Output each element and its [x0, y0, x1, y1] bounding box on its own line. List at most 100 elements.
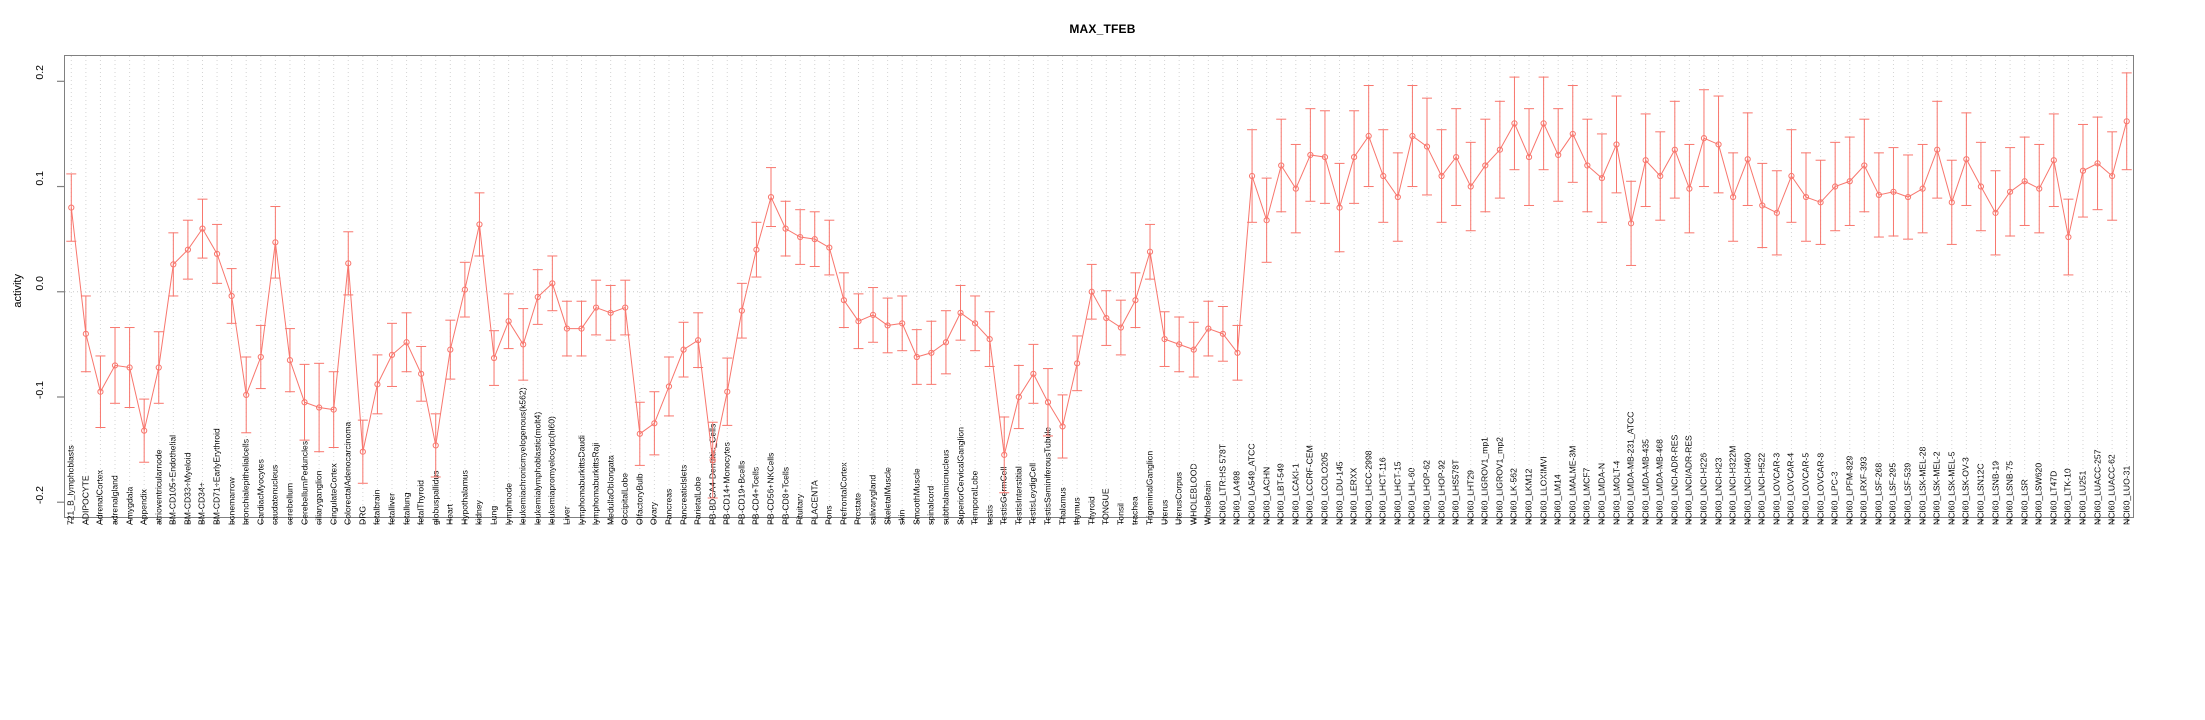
x-tick-mark: [85, 519, 87, 524]
x-tick-label: salivarygland: [867, 474, 878, 525]
x-tick-mark: [2097, 519, 2099, 524]
x-tick-mark: [625, 519, 627, 524]
x-tick-mark: [100, 519, 102, 524]
x-tick-label: BM-CD33+Myeloid: [182, 452, 193, 525]
x-tick-mark: [377, 519, 379, 524]
x-tick-mark: [1295, 519, 1297, 524]
x-tick-mark: [1631, 519, 1633, 524]
x-tick-label: NCI60_LSK-MEL-2: [1931, 451, 1942, 525]
x-tick-label: TestisLeydigCell: [1027, 462, 1038, 525]
x-tick-mark: [217, 519, 219, 524]
x-tick-mark: [1995, 519, 1997, 524]
x-tick-label: TONGUE: [1100, 488, 1111, 525]
x-tick-label: NCI60_LSNB-75: [2004, 460, 2015, 525]
x-tick-mark: [1077, 519, 1079, 524]
x-tick-label: NCI60_LNCI-H23: [1712, 457, 1723, 525]
x-tick-mark: [1062, 519, 1064, 524]
x-tick-label: TestisInterstitial: [1013, 466, 1024, 525]
x-tick-mark: [362, 519, 364, 524]
x-tick-label: ciliaryganglion: [313, 470, 324, 525]
x-tick-mark: [158, 519, 160, 524]
x-tick-label: NCI60_LNCI-ADR-RES: [1669, 434, 1680, 525]
x-tick-label: NCI60_LSF-539: [1902, 462, 1913, 525]
x-tick-label: Liver: [561, 506, 572, 525]
x-tick-label: NCI60_LNCI-H522: [1756, 452, 1767, 525]
x-tick-label: NCI60_LCOLO205: [1319, 452, 1330, 525]
x-tick-label: SmoothMuscle: [911, 468, 922, 525]
x-tick-mark: [1529, 519, 1531, 524]
x-tick-label: PB-CD56+NKCells: [765, 452, 776, 525]
x-tick-mark: [596, 519, 598, 524]
x-tick-label: NCI60_LHS578T: [1450, 459, 1461, 525]
x-tick-mark: [1543, 519, 1545, 524]
x-tick-mark: [916, 519, 918, 524]
x-tick-mark: [1456, 519, 1458, 524]
x-tick-label: NCI60_LSW620: [2033, 462, 2044, 525]
x-tick-label: NCI60_LDU-145: [1333, 461, 1344, 525]
x-tick-mark: [1660, 519, 1662, 524]
x-tick-mark: [1208, 519, 1210, 524]
x-tick-label: Tonsil: [1115, 503, 1126, 525]
x-tick-mark: [464, 519, 466, 524]
x-tick-mark: [1164, 519, 1166, 524]
x-tick-mark: [1426, 519, 1428, 524]
x-tick-label: NCI60_LIGROV1_mp1: [1479, 437, 1490, 525]
x-tick-mark: [260, 519, 262, 524]
x-tick-mark: [552, 519, 554, 524]
x-tick-label: leukemiachronicmyelogenous(k562): [517, 387, 528, 525]
x-tick-mark: [1791, 519, 1793, 524]
x-tick-label: CerebellumPeduncles: [298, 440, 309, 525]
x-tick-mark: [1281, 519, 1283, 524]
x-tick-label: Heart: [444, 503, 455, 525]
x-tick-mark: [858, 519, 860, 524]
x-tick-label: spinalcord: [925, 485, 936, 525]
x-tick-label: NCI60_LSN12C: [1975, 463, 1986, 525]
x-tick-label: NCI60_LSK-MEL-5: [1946, 451, 1957, 525]
x-tick-label: NCI60_LERXX: [1348, 467, 1359, 525]
x-tick-label: NCI60_LBT-549: [1275, 463, 1286, 525]
y-tick-label: -0.2: [34, 486, 46, 505]
x-tick-mark: [1266, 519, 1268, 524]
x-tick-mark: [2053, 519, 2055, 524]
x-tick-mark: [1383, 519, 1385, 524]
x-tick-label: ColorectalAdenocarcinoma: [342, 421, 353, 525]
x-tick-mark: [2126, 519, 2128, 524]
x-tick-mark: [246, 519, 248, 524]
x-tick-mark: [1354, 519, 1356, 524]
x-tick-label: fetalbrain: [371, 489, 382, 525]
x-tick-mark: [668, 519, 670, 524]
x-tick-label: NCI60_LSK-MEL-28: [1917, 446, 1928, 525]
x-tick-label: leukemiapromyelocytic(hl60): [546, 416, 557, 525]
x-tick-mark: [1601, 519, 1603, 524]
x-tick-mark: [771, 519, 772, 524]
x-tick-label: NCI60_LSR: [2019, 479, 2030, 525]
x-tick-label: NCI60_LHCC-2998: [1363, 450, 1374, 525]
x-tick-label: NCI60_LIGROV1_mp2: [1494, 437, 1505, 525]
x-tick-mark: [1339, 519, 1341, 524]
x-tick-mark: [741, 519, 743, 524]
x-tick-mark: [800, 519, 802, 524]
x-tick-mark: [1966, 519, 1968, 524]
page-title: MAX_TFEB: [1069, 22, 1136, 36]
y-axis-title: activity: [12, 274, 24, 308]
x-tick-mark: [1951, 519, 1953, 524]
x-tick-label: Thalamus: [1056, 487, 1067, 525]
x-tick-mark: [391, 519, 393, 524]
x-tick-label: NCI60_LM14: [1552, 474, 1563, 525]
x-tick-mark: [683, 519, 685, 524]
x-tick-label: PB-BDCA4-Dentritic_Cells: [707, 423, 718, 525]
x-tick-label: NCI60_LU251: [2077, 470, 2088, 525]
x-tick-label: Uterus: [1159, 499, 1169, 525]
x-tick-label: BM-CD105+Endothelial: [167, 434, 178, 525]
x-tick-mark: [1120, 519, 1122, 524]
x-tick-mark: [450, 519, 452, 524]
y-tick-label: -0.1: [34, 380, 46, 400]
x-tick-label: Pons: [823, 505, 834, 525]
x-tick-mark: [712, 519, 714, 524]
y-tick-label: 0.2: [34, 65, 46, 80]
x-tick-mark: [1849, 519, 1851, 524]
x-tick-label: NCI60_LT47D: [2048, 470, 2059, 525]
x-tick-mark: [843, 519, 845, 524]
x-tick-label: PB-CD4+Tcells: [750, 466, 761, 525]
x-tick-mark: [1572, 519, 1574, 524]
